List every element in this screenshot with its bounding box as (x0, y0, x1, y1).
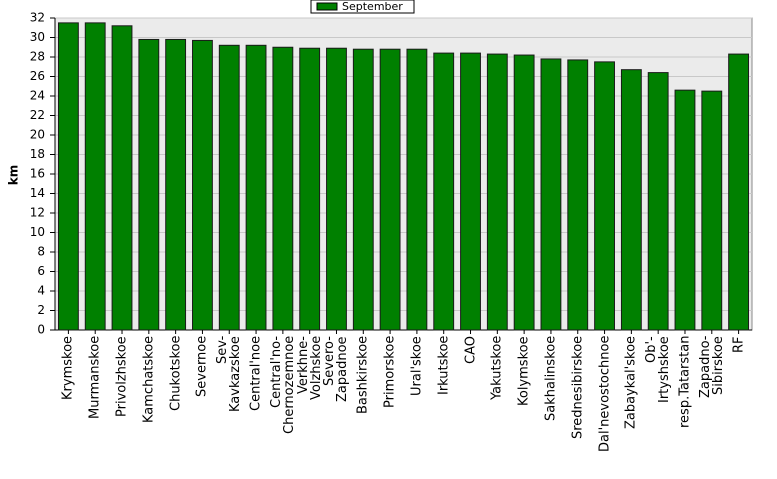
x-tick-label: Yakutskoe (489, 336, 505, 401)
y-tick-label: 24 (30, 89, 45, 103)
x-tick-label: Ural'skoe (409, 336, 425, 396)
bar (192, 39, 213, 331)
bar (138, 38, 160, 331)
bar (352, 48, 374, 331)
bar (245, 44, 267, 331)
x-tick-label: Srednesibirskoe (570, 336, 586, 440)
x-tick-label: Bashkirskoe (355, 336, 371, 415)
x-tick-label: Severnoe (194, 336, 210, 398)
bar (379, 48, 401, 331)
x-tick-label: Chukotskoe (168, 336, 184, 412)
x-tick-label: Dal'nevostochnoe (597, 336, 613, 453)
bar (460, 52, 481, 331)
x-tick-label: Irkutskoe (436, 336, 452, 396)
y-tick-label: 26 (30, 69, 45, 83)
bar (165, 38, 187, 331)
x-tick-label: Central'no- Chernozemnoe (268, 336, 297, 435)
x-tick-label: Krymskoe (60, 336, 76, 401)
bar (57, 22, 79, 331)
y-tick-label: 12 (30, 206, 45, 220)
y-tick-label: 2 (37, 303, 45, 317)
y-tick-label: 22 (30, 108, 45, 122)
bar (567, 59, 589, 331)
x-tick-label: Verkhne- Volzhskoe (295, 336, 324, 401)
bar (540, 58, 562, 331)
legend-label: September (342, 0, 403, 13)
y-tick-label: 32 (30, 11, 45, 25)
x-tick-label: Privolzhskoe (114, 336, 130, 417)
x-tick-label: Kamchatskoe (141, 336, 157, 424)
bar (299, 47, 321, 331)
x-tick-label: Zapadno- Sibirskoe (697, 336, 726, 399)
bar (674, 89, 696, 331)
bar (701, 90, 723, 331)
bar (647, 72, 669, 331)
y-tick-label: 14 (30, 186, 45, 200)
bar (433, 52, 455, 331)
x-tick-label: Kolymskoe (516, 336, 532, 406)
bar (620, 69, 642, 331)
y-axis-label: km (7, 165, 21, 185)
bar (272, 46, 294, 331)
y-tick-label: 16 (30, 167, 45, 181)
y-tick-label: 0 (37, 323, 45, 337)
x-tick-label: resp.Tatarstan (677, 336, 693, 429)
bar (513, 54, 535, 331)
bar (486, 53, 508, 331)
bar (728, 53, 750, 331)
x-tick-label: Severo- Zapadnoe (322, 336, 351, 402)
y-tick-label: 6 (37, 264, 45, 278)
bar (111, 25, 133, 331)
x-tick-label: Primorskoe (382, 336, 398, 409)
bar (594, 61, 615, 331)
x-tick-label: Sakhalinskoe (543, 336, 559, 422)
bar (84, 22, 106, 331)
x-tick-label: Murmanskoe (87, 336, 103, 420)
y-tick-label: 20 (30, 128, 45, 142)
x-tick-label: Sev- Kavkazskoe (215, 336, 244, 412)
x-tick-label: RF (731, 336, 747, 353)
x-tick-label: CAO (463, 336, 479, 364)
x-tick-label: Central'noe (248, 336, 264, 412)
y-tick-label: 30 (30, 30, 45, 44)
bar (218, 44, 240, 331)
y-tick-label: 10 (30, 225, 45, 239)
y-tick-label: 4 (37, 284, 45, 298)
legend-swatch (316, 2, 338, 11)
y-tick-label: 18 (30, 147, 45, 161)
bar (406, 48, 428, 331)
bar (326, 47, 347, 331)
y-tick-label: 28 (30, 50, 45, 64)
x-tick-label: Ob'- Irtyshskoe (644, 336, 673, 403)
x-tick-label: Zabaykal'skoe (623, 336, 639, 430)
y-tick-label: 8 (37, 245, 45, 259)
